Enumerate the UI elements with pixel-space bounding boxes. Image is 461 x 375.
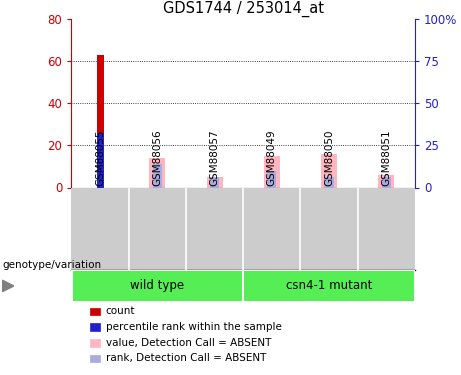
Bar	[244, 271, 414, 301]
Bar	[72, 271, 242, 301]
Bar	[382, 177, 391, 188]
Text: value, Detection Call = ABSENT: value, Detection Call = ABSENT	[106, 338, 271, 348]
Title: GDS1744 / 253014_at: GDS1744 / 253014_at	[163, 1, 324, 17]
Text: count: count	[106, 306, 135, 316]
Bar	[207, 177, 223, 188]
Text: wild type: wild type	[130, 279, 184, 292]
Bar	[97, 55, 104, 188]
Text: csn4-1 mutant: csn4-1 mutant	[286, 279, 372, 292]
Bar	[267, 171, 277, 188]
Bar	[149, 158, 165, 188]
Bar	[378, 175, 394, 188]
Bar	[97, 133, 104, 188]
Text: percentile rank within the sample: percentile rank within the sample	[106, 322, 282, 332]
Text: genotype/variation: genotype/variation	[2, 260, 101, 270]
Bar	[321, 154, 337, 188]
Bar	[325, 177, 334, 188]
Polygon shape	[2, 280, 14, 292]
Bar	[210, 177, 219, 188]
Text: rank, Detection Call = ABSENT: rank, Detection Call = ABSENT	[106, 354, 266, 363]
Bar	[264, 156, 280, 188]
Bar	[153, 164, 162, 188]
